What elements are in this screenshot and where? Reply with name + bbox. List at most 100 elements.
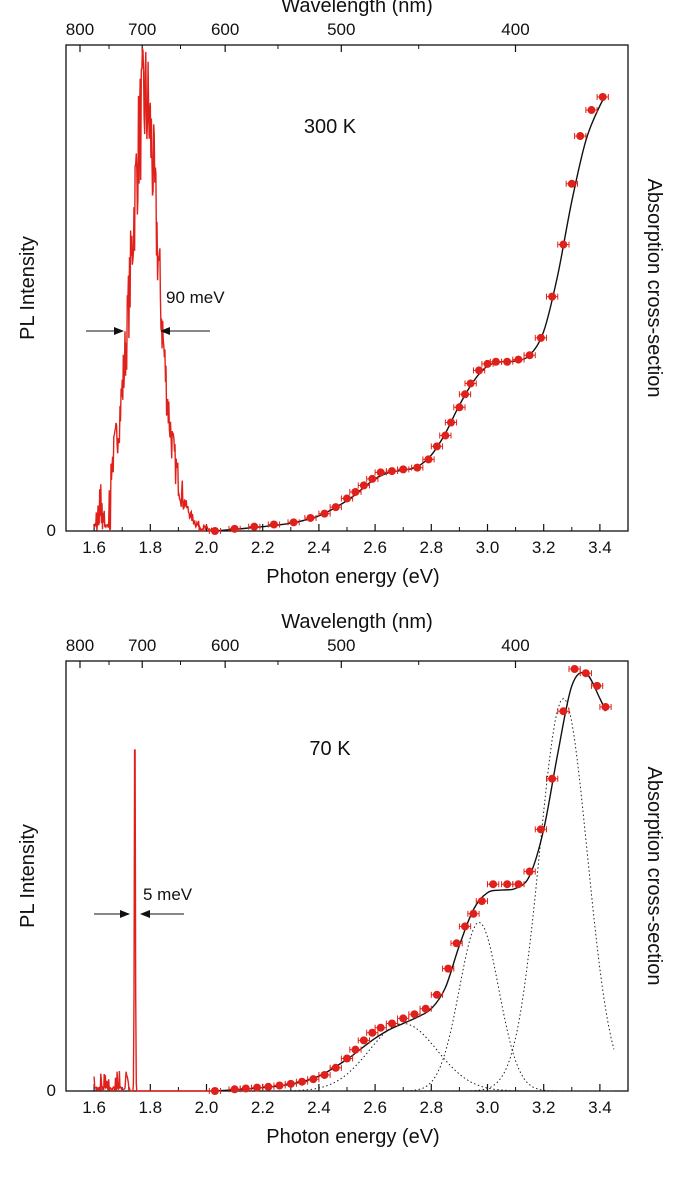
absorption-data-point bbox=[320, 1070, 329, 1079]
fwhm-annotation: 90 meV bbox=[166, 288, 225, 307]
x2-axis-title: Wavelength (nm) bbox=[281, 611, 433, 633]
absorption-data-point bbox=[351, 487, 360, 496]
gaussian-component-curve bbox=[262, 921, 614, 1092]
absorption-data-point bbox=[483, 359, 492, 368]
absorption-data-point bbox=[525, 351, 534, 360]
x2-tick-label: 400 bbox=[501, 20, 529, 39]
absorption-data-point bbox=[286, 1079, 295, 1088]
absorption-data-point bbox=[264, 1082, 273, 1091]
absorption-data-point bbox=[410, 1010, 419, 1019]
x2-tick-label: 600 bbox=[211, 20, 239, 39]
x-tick-label: 1.8 bbox=[138, 1098, 162, 1117]
absorption-data-point bbox=[581, 669, 590, 678]
x-tick-label: 1.8 bbox=[138, 538, 162, 557]
absorption-data-point bbox=[306, 513, 315, 522]
absorption-data-point bbox=[424, 455, 433, 464]
x-axis-title: Photon energy (eV) bbox=[266, 1126, 439, 1148]
absorption-data-point bbox=[320, 509, 329, 518]
absorption-data-point bbox=[441, 431, 450, 440]
absorption-data-point bbox=[475, 366, 484, 375]
x-tick-label: 2.6 bbox=[363, 1098, 387, 1117]
absorption-data-point bbox=[368, 1028, 377, 1037]
absorption-data-point bbox=[230, 1085, 239, 1094]
absorption-data-point bbox=[444, 964, 453, 973]
absorption-data-point bbox=[514, 355, 523, 364]
absorption-data-point bbox=[548, 292, 557, 301]
y-axis-title-left: PL Intensity bbox=[17, 824, 39, 928]
absorption-data-point bbox=[269, 520, 278, 529]
panel-300k: 1.6 1.8 2.0 2.2 2.4 2.6 2.8 3.0 3.2 3.4 800 700 600 5… bbox=[17, 0, 665, 588]
x-tick-label: 3.4 bbox=[588, 538, 612, 557]
absorption-data-point bbox=[559, 707, 568, 716]
absorption-data-point bbox=[210, 1087, 219, 1095]
fwhm-arrowhead-right bbox=[160, 327, 170, 335]
absorption-data-point bbox=[503, 880, 512, 889]
absorption-data-point bbox=[432, 990, 441, 999]
panel-70k: 1.6 1.8 2.0 2.2 2.4 2.6 2.8 3.0 3.2 3.4 800 700 600 5… bbox=[17, 611, 665, 1148]
absorption-data-point bbox=[230, 524, 239, 533]
absorption-data-point bbox=[241, 1084, 250, 1093]
absorption-data-point bbox=[548, 774, 557, 783]
absorption-data-point bbox=[399, 465, 408, 474]
absorption-data-point bbox=[455, 403, 464, 412]
absorption-data-point bbox=[289, 518, 298, 527]
absorption-data-point bbox=[503, 357, 512, 366]
fwhm-arrowhead-left bbox=[114, 327, 124, 335]
absorption-data-point bbox=[387, 467, 396, 476]
x2-tick-label: 800 bbox=[66, 20, 94, 39]
absorption-data-point bbox=[559, 240, 568, 249]
x2-tick-label: 400 bbox=[501, 636, 529, 655]
fwhm-arrowhead-right bbox=[140, 910, 150, 918]
absorption-data-point bbox=[250, 522, 259, 531]
absorption-data-point bbox=[446, 418, 455, 427]
absorption-data-point bbox=[536, 333, 545, 342]
x2-tick-label: 700 bbox=[128, 20, 156, 39]
absorption-data-point bbox=[461, 922, 470, 931]
y-axis-title-left: PL Intensity bbox=[17, 236, 39, 340]
absorption-data-point bbox=[275, 1081, 284, 1090]
absorption-data-point bbox=[461, 390, 470, 399]
pl-spectrum-line bbox=[93, 48, 213, 532]
x-tick-label: 2.2 bbox=[251, 1098, 275, 1117]
x2-axis-title: Wavelength (nm) bbox=[281, 0, 433, 17]
x-tick-label: 3.2 bbox=[532, 538, 556, 557]
absorption-data-point bbox=[399, 1014, 408, 1023]
absorption-data-point bbox=[525, 867, 534, 876]
x-tick-label: 2.0 bbox=[195, 1098, 219, 1117]
fwhm-annotation: 5 meV bbox=[143, 885, 193, 904]
absorption-data-point bbox=[452, 939, 461, 948]
fwhm-arrowhead-left bbox=[120, 910, 130, 918]
x2-tick-label: 800 bbox=[66, 636, 94, 655]
absorption-data-point bbox=[477, 897, 486, 906]
absorption-data-point bbox=[343, 1054, 351, 1063]
x-tick-label: 2.0 bbox=[195, 538, 219, 557]
absorption-data-point bbox=[309, 1075, 318, 1084]
x-tick-label: 3.2 bbox=[532, 1098, 556, 1117]
x-tick-label: 2.2 bbox=[251, 538, 275, 557]
y-axis-title-right: Absorption cross-section bbox=[643, 767, 665, 986]
x2-tick-label: 700 bbox=[128, 636, 156, 655]
x-tick-label: 2.8 bbox=[419, 1098, 443, 1117]
x-tick-label: 2.6 bbox=[363, 538, 387, 557]
plot-frame bbox=[65, 660, 629, 1092]
x2-tick-label: 500 bbox=[327, 20, 355, 39]
absorption-data-point bbox=[359, 1036, 368, 1045]
absorption-data-point bbox=[469, 909, 478, 918]
x-tick-label: 1.6 bbox=[82, 1098, 106, 1117]
absorption-data-point bbox=[359, 481, 368, 490]
absorption-data-point bbox=[376, 468, 385, 477]
absorption-data-point bbox=[253, 1083, 262, 1092]
absorption-data-point bbox=[210, 527, 219, 535]
absorption-data-point bbox=[587, 106, 596, 115]
absorption-fit-curve bbox=[214, 96, 607, 532]
x-axis-title: Photon energy (eV) bbox=[266, 566, 439, 588]
absorption-data-point bbox=[466, 379, 475, 388]
absorption-data-point bbox=[298, 1077, 307, 1086]
x-tick-label: 3.4 bbox=[588, 1098, 612, 1117]
x-tick-label: 2.4 bbox=[307, 1098, 331, 1117]
x-tick-label: 1.6 bbox=[82, 538, 106, 557]
x-tick-label: 2.8 bbox=[419, 538, 443, 557]
absorption-data-point bbox=[421, 1004, 430, 1013]
temperature-label: 70 K bbox=[309, 738, 351, 760]
absorption-data-point bbox=[570, 665, 579, 673]
